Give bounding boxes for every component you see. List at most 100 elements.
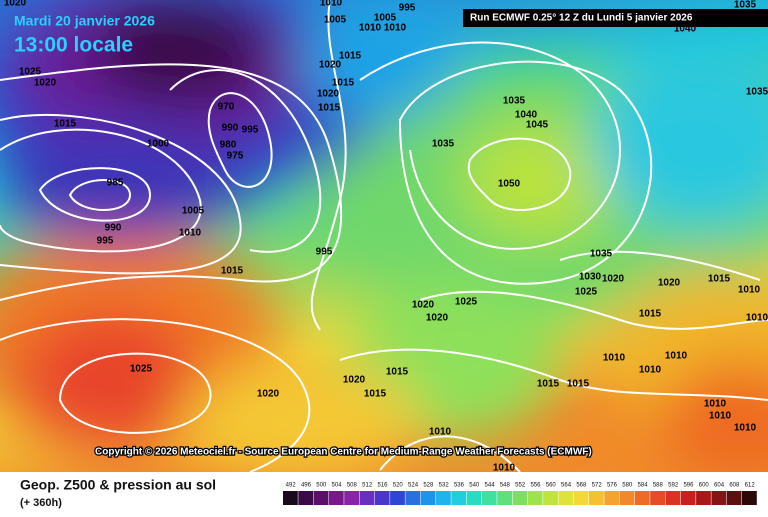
scale-label: 564 bbox=[561, 483, 572, 489]
isobars bbox=[0, 0, 768, 472]
isobar-label: 1010 bbox=[384, 23, 407, 34]
isobar-label: 1010 bbox=[665, 351, 688, 362]
scale-label: 588 bbox=[653, 483, 664, 489]
isobar-label: 1020 bbox=[319, 60, 342, 71]
run-text: Run ECMWF 0.25° 12 Z du Lundi 5 janvier … bbox=[470, 13, 693, 24]
isobar-label: 1015 bbox=[567, 379, 590, 390]
isobar-label: 1015 bbox=[386, 367, 409, 378]
scale-swatch bbox=[650, 491, 665, 505]
isobar-label: 1035 bbox=[590, 249, 613, 260]
isobar-label: 1020 bbox=[257, 389, 280, 400]
isobar-label: 1010 bbox=[704, 399, 727, 410]
isobar-label: 1010 bbox=[603, 353, 626, 364]
isobar-label: 985 bbox=[107, 178, 124, 189]
scale-swatch bbox=[665, 491, 681, 505]
scale-swatch bbox=[359, 491, 375, 505]
isobar-label: 1020 bbox=[658, 278, 681, 289]
isobar-label: 970 bbox=[218, 102, 235, 113]
scale-swatch bbox=[497, 491, 512, 505]
scale-label: 596 bbox=[683, 483, 694, 489]
isobar-label: 1020 bbox=[343, 375, 366, 386]
scale-label: 604 bbox=[714, 483, 725, 489]
scale-swatch bbox=[589, 491, 604, 505]
isobar-label: 1015 bbox=[318, 103, 341, 114]
scale-label: 500 bbox=[316, 483, 327, 489]
scale-label: 584 bbox=[638, 483, 649, 489]
footer-lead: (+ 360h) bbox=[20, 497, 62, 509]
isobar-label: 990 bbox=[222, 123, 239, 134]
scale-swatch bbox=[420, 491, 436, 505]
isobar-label: 1005 bbox=[324, 15, 347, 26]
scale-swatch bbox=[696, 491, 711, 505]
isobar-label: 1015 bbox=[708, 274, 731, 285]
field bbox=[0, 0, 768, 480]
isobar-label: 1020 bbox=[34, 78, 57, 89]
isobar-label: 1035 bbox=[432, 139, 455, 150]
isobar-label: 1020 bbox=[426, 313, 449, 324]
scale-swatch bbox=[481, 491, 497, 505]
scale-label: 508 bbox=[347, 483, 358, 489]
isobar-label: 1025 bbox=[130, 364, 153, 375]
scale-swatch bbox=[436, 491, 451, 505]
scale-swatch bbox=[543, 491, 558, 505]
scale-swatch bbox=[558, 491, 574, 505]
isobar-label: 1015 bbox=[54, 119, 77, 130]
isobar-label: 1025 bbox=[455, 297, 478, 308]
isobar-label: 995 bbox=[97, 236, 114, 247]
isobar-label: 975 bbox=[227, 151, 244, 162]
scale-swatch bbox=[283, 491, 298, 505]
scale-swatch bbox=[405, 491, 421, 505]
scale-swatch bbox=[726, 491, 742, 505]
isobar-label: 1040 bbox=[515, 110, 538, 121]
scale-label: 504 bbox=[332, 483, 343, 489]
isobar-label: 1020 bbox=[317, 89, 340, 100]
scale-label: 544 bbox=[485, 483, 496, 489]
isobar-label: 1010 bbox=[359, 23, 382, 34]
scale-swatch bbox=[527, 491, 543, 505]
scale-swatch bbox=[313, 491, 329, 505]
isobar-label: 1020 bbox=[602, 274, 625, 285]
isobar-label: 1035 bbox=[746, 87, 768, 98]
isobar-label: 1005 bbox=[182, 206, 205, 217]
scale-label: 592 bbox=[668, 483, 679, 489]
scale-label: 536 bbox=[454, 483, 465, 489]
scale-label: 556 bbox=[530, 483, 541, 489]
scale-swatch bbox=[451, 491, 467, 505]
isobar-label: 1015 bbox=[364, 389, 387, 400]
isobar-label: 1010 bbox=[709, 411, 732, 422]
isobar-label: 1010 bbox=[746, 313, 768, 324]
scale-swatch bbox=[619, 491, 635, 505]
scale-swatch bbox=[466, 491, 482, 505]
run-box bbox=[463, 9, 768, 27]
scale-label: 568 bbox=[576, 483, 587, 489]
scale-swatch bbox=[680, 491, 696, 505]
isobar-label: 1000 bbox=[147, 139, 170, 150]
scale-label: 612 bbox=[745, 483, 756, 489]
scale-label: 540 bbox=[469, 483, 480, 489]
scale-swatch bbox=[742, 491, 757, 505]
time: 13:00 locale bbox=[14, 34, 133, 57]
isobar-label: 1025 bbox=[575, 287, 598, 298]
isobar-label: 995 bbox=[316, 247, 333, 258]
scale-swatch bbox=[374, 491, 390, 505]
date: Mardi 20 janvier 2026 bbox=[14, 13, 155, 29]
scale-label: 548 bbox=[500, 483, 511, 489]
scale-label: 532 bbox=[439, 483, 450, 489]
isobar-label: 1025 bbox=[19, 67, 42, 78]
scale-swatch bbox=[634, 491, 650, 505]
isobar-label: 1035 bbox=[503, 96, 526, 107]
isobar-label: 1010 bbox=[320, 0, 343, 9]
scale-label: 524 bbox=[408, 483, 419, 489]
scale-label: 608 bbox=[729, 483, 740, 489]
isobar-label: 1010 bbox=[734, 423, 757, 434]
isobar-label: 1015 bbox=[221, 266, 244, 277]
isobar-label: 1010 bbox=[429, 427, 452, 438]
isobar-label: 1010 bbox=[493, 463, 516, 474]
isobar-label: 1015 bbox=[332, 78, 355, 89]
isobar-label: 1020 bbox=[412, 300, 435, 311]
scale-label: 560 bbox=[546, 483, 557, 489]
footer-title: Geop. Z500 & pression au sol bbox=[20, 477, 216, 493]
isobar-label: 1045 bbox=[526, 120, 549, 131]
scale-swatch bbox=[390, 491, 405, 505]
